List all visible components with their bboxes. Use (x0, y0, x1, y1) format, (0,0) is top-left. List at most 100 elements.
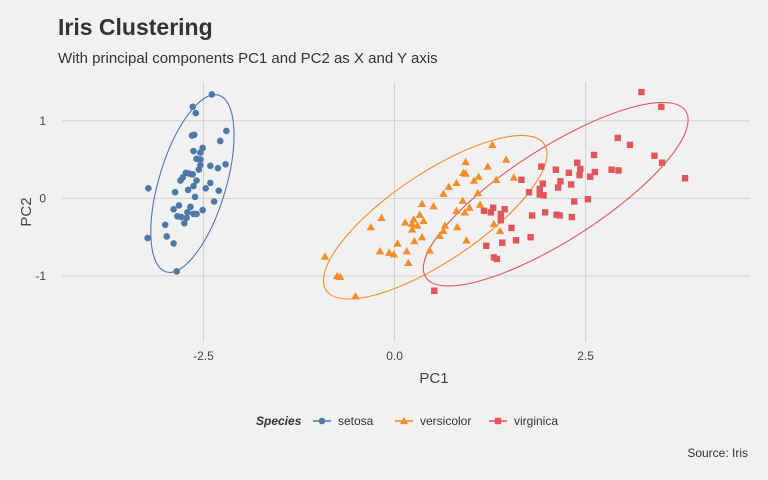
point-virginica (574, 159, 581, 166)
point-versicolor (377, 213, 386, 221)
point-setosa (182, 169, 190, 177)
point-setosa (188, 132, 196, 139)
point-setosa (222, 160, 229, 168)
point-virginica (557, 178, 564, 185)
point-setosa (181, 219, 188, 227)
point-virginica (577, 165, 584, 173)
point-virginica (499, 239, 506, 246)
point-virginica (497, 216, 504, 224)
point-virginica (570, 198, 578, 205)
legend-title: Species (256, 414, 302, 428)
point-virginica (615, 167, 622, 174)
point-versicolor (413, 221, 422, 229)
point-versicolor (415, 210, 424, 218)
point-versicolor (462, 236, 471, 244)
point-setosa (207, 162, 214, 170)
point-virginica (556, 212, 563, 219)
point-setosa (189, 103, 197, 111)
point-versicolor (366, 222, 376, 231)
point-virginica (587, 173, 594, 180)
point-virginica (538, 163, 545, 170)
point-virginica (568, 213, 576, 221)
point-setosa (197, 156, 204, 163)
point-virginica (591, 168, 599, 176)
point-setosa (175, 202, 183, 209)
point-versicolor (410, 236, 419, 245)
x-tick-label: -2.5 (193, 349, 214, 363)
point-setosa (215, 187, 223, 194)
point-virginica (527, 234, 534, 241)
point-setosa (171, 188, 179, 196)
x-axis-title: PC1 (419, 370, 448, 387)
point-versicolor (439, 189, 448, 197)
point-setosa (145, 185, 152, 192)
cluster-ellipses (150, 94, 689, 300)
chart-subtitle: With principal components PC1 and PC2 as… (58, 50, 438, 67)
point-virginica (626, 141, 634, 149)
grid-lines (62, 82, 750, 342)
point-setosa (191, 193, 199, 201)
point-versicolor (452, 206, 461, 214)
point-versicolor (488, 140, 497, 149)
point-setosa (193, 177, 200, 184)
point-virginica (512, 237, 520, 244)
ellipse-virginica (422, 101, 689, 287)
data-points (144, 88, 689, 300)
point-versicolor (351, 292, 360, 300)
point-virginica (638, 88, 645, 96)
point-virginica (658, 159, 666, 166)
legend: Species setosa versicolor virginica (256, 414, 558, 428)
point-versicolor (375, 246, 385, 255)
point-virginica (487, 209, 495, 216)
point-versicolor (509, 173, 518, 181)
point-versicolor (417, 199, 427, 208)
point-versicolor (407, 225, 417, 233)
x-tick-label: 2.5 (577, 349, 594, 363)
point-versicolor (320, 252, 330, 260)
point-setosa (183, 214, 190, 222)
point-setosa (195, 166, 203, 174)
point-virginica (489, 204, 497, 211)
point-virginica (483, 242, 490, 249)
point-versicolor (417, 233, 427, 241)
point-setosa (223, 127, 230, 135)
tick-labels: -2.5 0.0 2.5 -1 0 1 (35, 114, 594, 363)
point-versicolor (393, 239, 402, 247)
point-versicolor (483, 162, 492, 170)
point-virginica (490, 254, 498, 261)
point-setosa (192, 109, 200, 117)
point-virginica (584, 195, 592, 203)
point-setosa (174, 212, 181, 220)
point-versicolor (461, 157, 470, 166)
point-virginica (541, 209, 549, 216)
point-setosa (184, 209, 191, 216)
y-axis-title: PC2 (18, 197, 35, 226)
point-versicolor (429, 201, 438, 210)
point-virginica (552, 166, 560, 173)
point-versicolor (501, 155, 511, 163)
point-virginica (536, 191, 543, 198)
point-versicolor (404, 258, 413, 266)
point-versicolor (409, 215, 418, 223)
legend-label-virginica: virginica (514, 414, 558, 428)
point-versicolor (469, 176, 479, 184)
point-versicolor (474, 172, 483, 180)
point-setosa (190, 147, 197, 155)
point-virginica (518, 176, 525, 183)
y-tick-label: 0 (39, 191, 46, 205)
ellipse-versicolor (322, 134, 548, 300)
point-versicolor (401, 218, 410, 226)
chart-title: Iris Clustering (58, 14, 213, 40)
point-versicolor (419, 216, 428, 225)
point-versicolor (402, 246, 411, 255)
point-versicolor (425, 246, 434, 254)
point-versicolor (458, 196, 467, 204)
point-versicolor (453, 222, 462, 231)
point-virginica (539, 180, 547, 187)
point-setosa (170, 205, 177, 213)
point-virginica (681, 175, 689, 182)
point-virginica (431, 287, 438, 294)
point-setosa (210, 198, 218, 205)
